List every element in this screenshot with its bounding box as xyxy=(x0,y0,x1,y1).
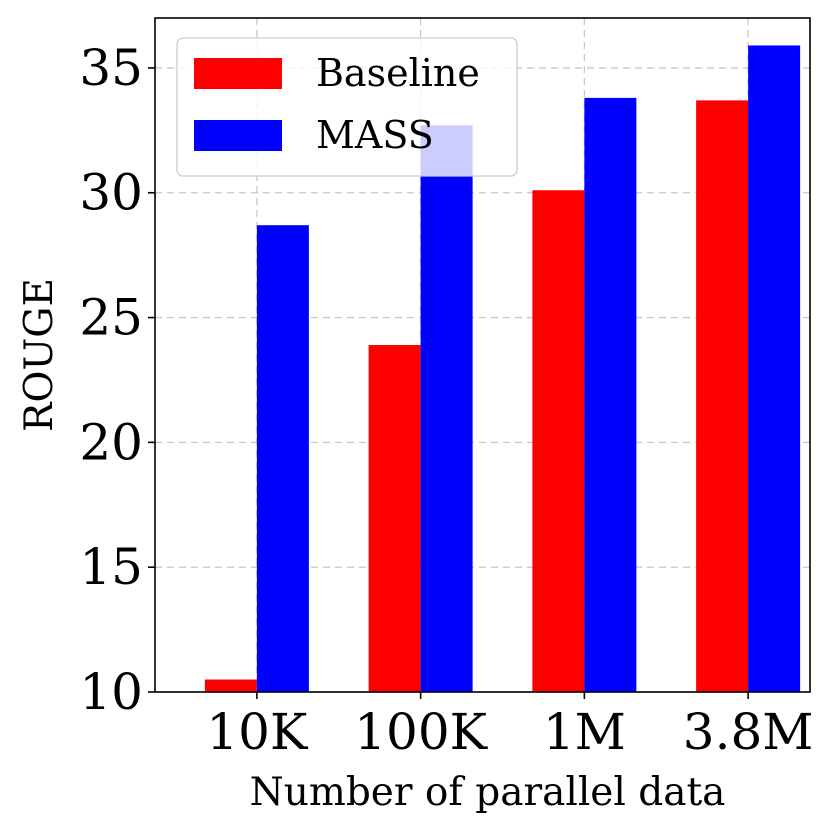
bar-mass-1m xyxy=(584,97,637,693)
y-tick-label: 35 xyxy=(79,39,143,97)
legend-label-baseline: Baseline xyxy=(316,51,480,95)
bars xyxy=(204,45,801,693)
x-tick-label: 100K xyxy=(354,703,488,761)
legend: Baseline MASS xyxy=(176,37,518,177)
x-tick-label: 1M xyxy=(543,703,626,761)
legend-label-mass: MASS xyxy=(316,113,434,157)
y-tick-label: 10 xyxy=(79,663,143,721)
bar-mass-100k xyxy=(420,125,473,692)
y-tick-label: 20 xyxy=(79,413,143,471)
x-tick-label: 3.8M xyxy=(683,703,814,761)
x-tick-label: 10K xyxy=(206,703,309,761)
y-tick-label: 25 xyxy=(79,289,143,347)
bar-baseline-10k xyxy=(204,679,257,692)
bar-baseline-1m xyxy=(532,190,585,692)
axis-ticks: 10 15 20 25 30 35 10K 100K 1M 3.8M xyxy=(79,39,813,761)
legend-swatch-mass xyxy=(194,120,282,151)
y-axis-label: ROUGE xyxy=(17,278,62,432)
legend-swatch-baseline xyxy=(194,58,282,89)
bar-baseline-3-8m xyxy=(696,100,749,692)
y-tick-label: 30 xyxy=(79,164,143,222)
bar-baseline-100k xyxy=(368,345,421,692)
x-axis-label: Number of parallel data xyxy=(250,770,726,815)
y-tick-label: 15 xyxy=(79,538,143,596)
bar-mass-10k xyxy=(256,225,309,692)
plot-frame xyxy=(154,17,811,693)
bar-mass-3-8m xyxy=(748,45,801,693)
